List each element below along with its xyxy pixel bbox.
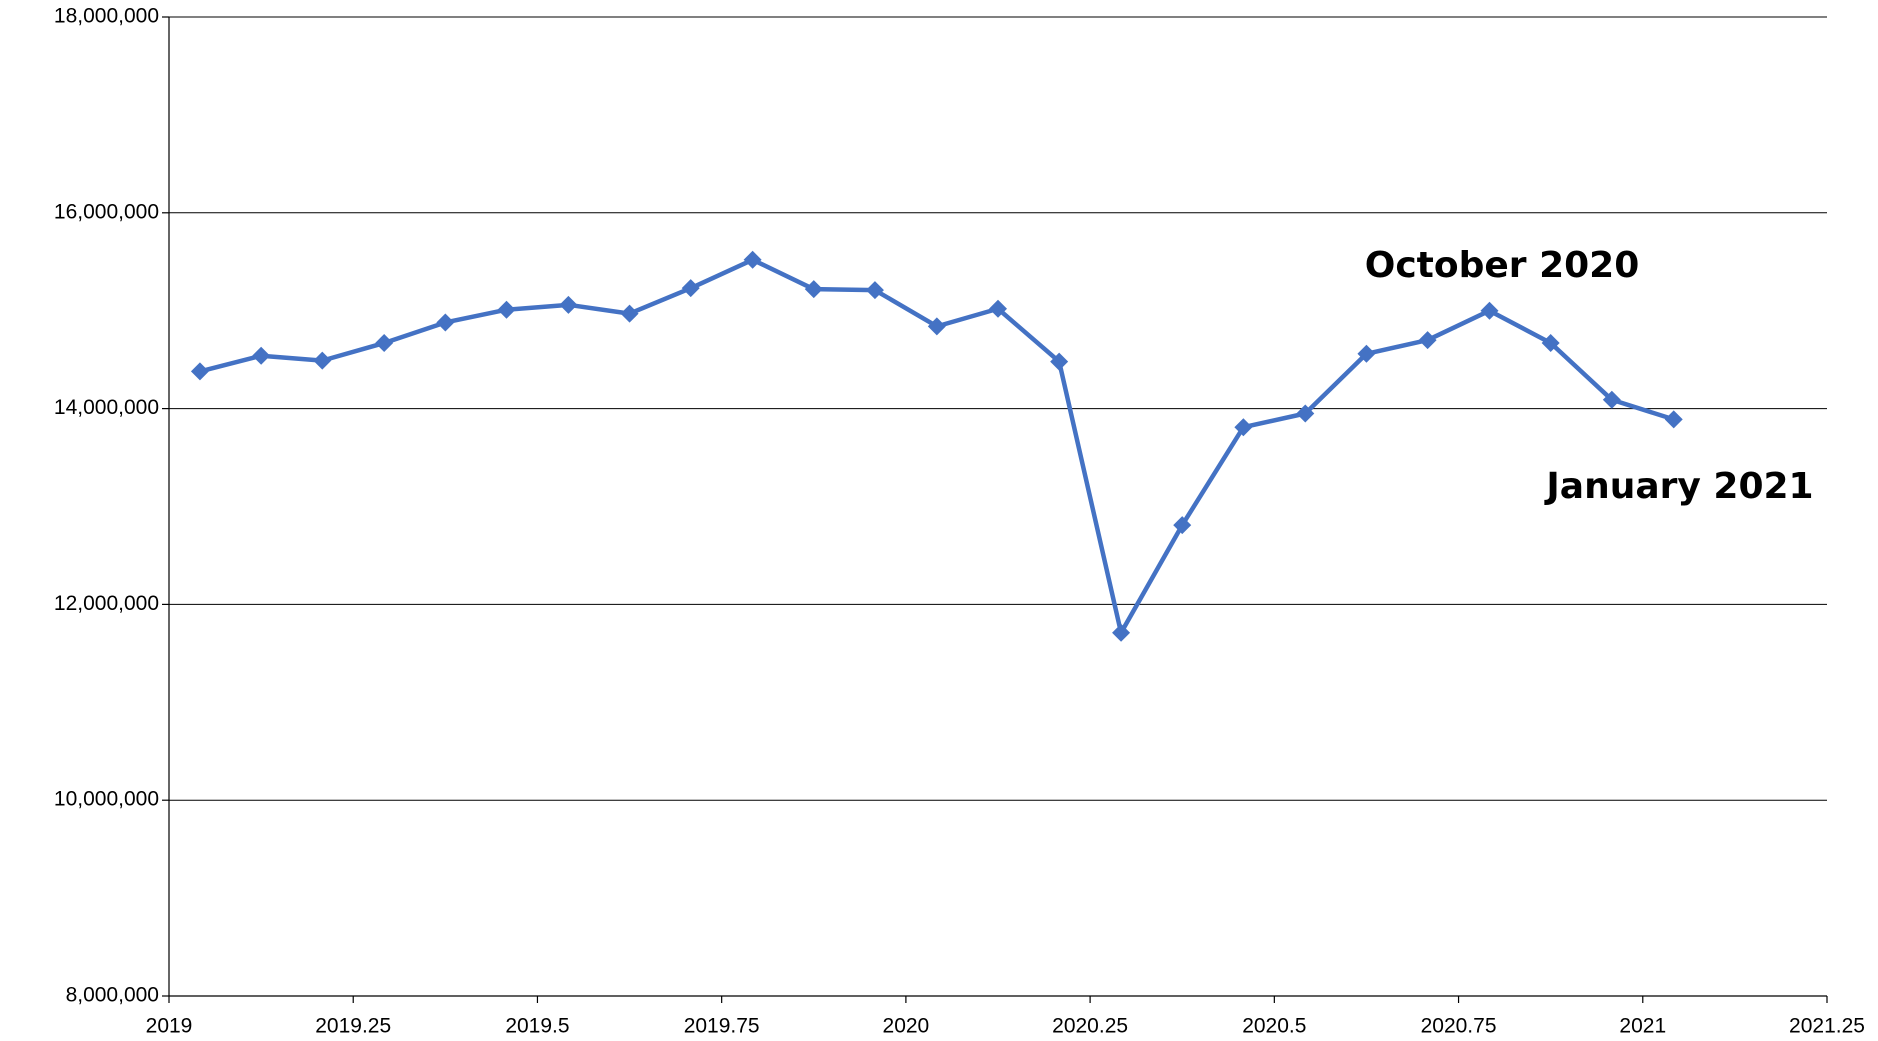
marker — [681, 279, 700, 298]
marker — [1357, 344, 1376, 363]
marker — [927, 317, 946, 336]
y-tick-label: 18,000,000 — [54, 5, 159, 28]
line — [199, 257, 1675, 636]
marker — [436, 313, 455, 332]
y-tick-label: 12,000,000 — [54, 592, 159, 615]
marker — [804, 280, 823, 299]
marker — [1173, 516, 1192, 535]
x-tick-label: 2021 — [1619, 1015, 1666, 1038]
marker — [559, 295, 578, 314]
marker — [497, 300, 516, 319]
x-tick-label: 2020.5 — [1242, 1015, 1306, 1038]
marker — [313, 351, 332, 370]
marker — [620, 304, 639, 323]
marker — [1602, 390, 1621, 409]
marker — [1664, 410, 1683, 429]
marker — [1112, 623, 1131, 642]
x-tick-label: 2020 — [883, 1015, 930, 1038]
marker — [1418, 331, 1437, 350]
marker — [190, 362, 209, 381]
x-tick-label: 2020.25 — [1052, 1015, 1128, 1038]
annotation: October 2020 — [1365, 245, 1640, 286]
marker — [1480, 301, 1499, 320]
x-tick-label: 2019 — [146, 1015, 193, 1038]
marker — [252, 346, 271, 365]
marker — [865, 281, 884, 300]
y-tick-label: 10,000,000 — [54, 788, 159, 811]
marker — [375, 334, 394, 353]
marker — [1050, 352, 1069, 371]
x-tick-label: 2019.25 — [315, 1015, 391, 1038]
y-tick-label: 16,000,000 — [54, 200, 159, 223]
y-tick-label: 14,000,000 — [54, 396, 159, 419]
marker — [1234, 418, 1253, 437]
x-tick-label: 2019.5 — [505, 1015, 569, 1038]
marker — [1541, 334, 1560, 353]
x-tick-label: 2019.75 — [684, 1015, 760, 1038]
marker — [1296, 404, 1315, 423]
x-tick-label: 2021.25 — [1789, 1015, 1865, 1038]
annotation: January 2021 — [1543, 466, 1813, 507]
y-tick-label: 8,000,000 — [66, 984, 159, 1007]
marker — [989, 299, 1007, 318]
x-tick-label: 2020.75 — [1421, 1015, 1497, 1038]
marker — [743, 250, 762, 269]
